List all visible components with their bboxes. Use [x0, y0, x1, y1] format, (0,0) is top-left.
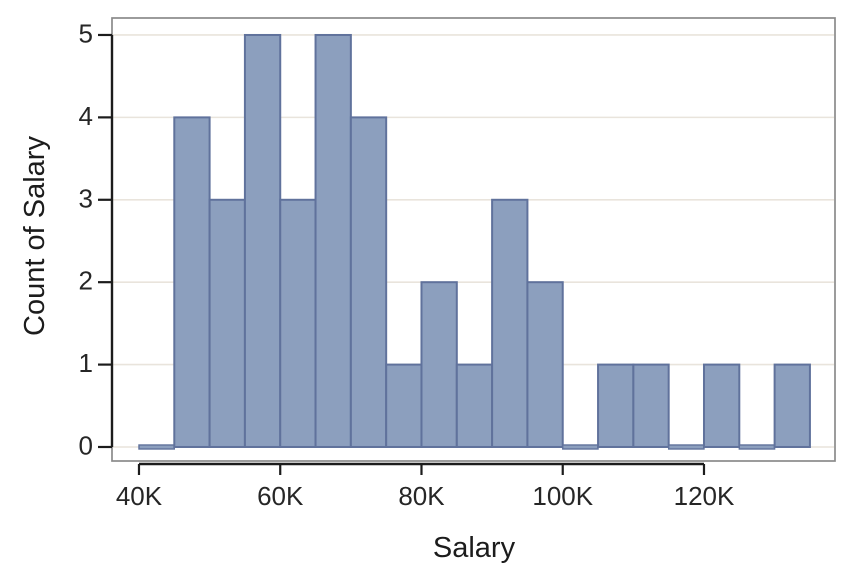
histogram-bar — [349, 116, 388, 448]
x-tick-label: 100K — [532, 481, 593, 511]
x-axis-title: Salary — [433, 532, 516, 564]
y-tick-label: 1 — [79, 348, 93, 378]
x-tick-label: 80K — [398, 481, 445, 511]
y-axis-title: Count of Salary — [19, 136, 51, 336]
y-tick-label: 4 — [79, 101, 93, 131]
histogram-bar — [773, 363, 811, 448]
histogram-bar — [526, 281, 564, 448]
y-tick-label: 2 — [79, 266, 93, 296]
x-tick-label: 60K — [257, 481, 304, 511]
histogram-bar — [455, 363, 494, 448]
histogram-bar — [279, 198, 317, 448]
y-tick-label: 0 — [79, 430, 93, 460]
histogram-bar — [385, 363, 423, 448]
histogram-zero-bin — [562, 444, 599, 450]
histogram-bar — [173, 116, 211, 448]
histogram-bar — [702, 363, 741, 448]
y-tick-label: 5 — [79, 18, 93, 48]
histogram-bar — [420, 281, 458, 448]
histogram-bar — [597, 363, 635, 448]
histogram-zero-bin — [738, 444, 776, 450]
histogram-bar — [491, 198, 529, 448]
histogram-zero-bin — [667, 444, 705, 450]
histogram-bar — [208, 198, 246, 448]
y-axis: 0 1 2 3 4 5 — [79, 18, 114, 460]
x-axis: 40K 60K 80K 100K 120K — [116, 462, 735, 511]
y-tick-label: 3 — [79, 183, 93, 213]
histogram-zero-bin — [138, 444, 175, 450]
x-tick-label: 40K — [116, 481, 163, 511]
histogram-bar — [243, 33, 282, 448]
bars-group — [138, 33, 811, 450]
histogram-bar — [632, 363, 670, 448]
x-tick-label: 120K — [674, 481, 735, 511]
histogram-bar — [314, 33, 352, 448]
